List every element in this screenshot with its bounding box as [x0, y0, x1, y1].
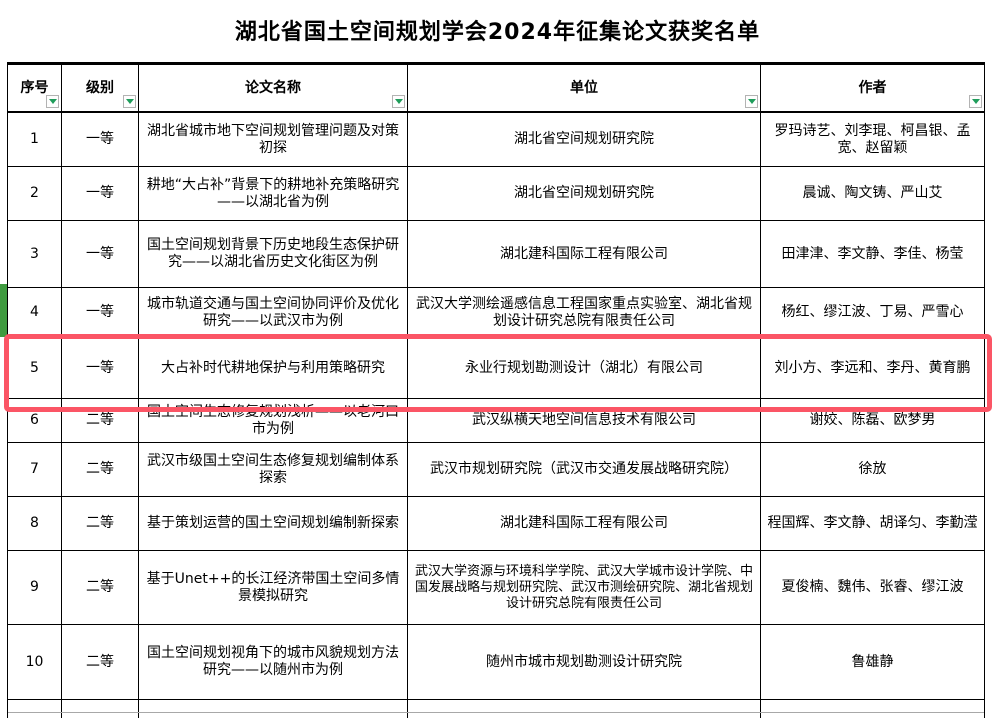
- cell-empty[interactable]: [139, 700, 408, 712]
- awards-table: 序号 级别 论文名称 单位 作者 1 一等 湖北省城: [7, 62, 985, 718]
- filter-dropdown-icon: [48, 99, 57, 104]
- filter-dropdown-icon: [747, 99, 756, 104]
- cell-unit[interactable]: 湖北建科国际工程有限公司: [408, 221, 761, 287]
- table-row: 6 二等 国土空间生态修复规划浅析——以老河口市为例 武汉纵横天地空间信息技术有…: [8, 399, 984, 443]
- cell-no[interactable]: 10: [8, 625, 62, 699]
- cell-empty[interactable]: [8, 713, 62, 718]
- page-title: 湖北省国土空间规划学会2024年征集论文获奖名单: [234, 20, 761, 45]
- cell-level[interactable]: 二等: [62, 497, 139, 550]
- header-row: 序号 级别 论文名称 单位 作者: [8, 65, 984, 113]
- filter-button-unit[interactable]: [745, 95, 758, 108]
- cell-level[interactable]: 二等: [62, 399, 139, 442]
- table-row-highlighted: 5 一等 大占补时代耕地保护与利用策略研究 永业行规划勘测设计（湖北）有限公司 …: [8, 338, 984, 399]
- filter-button-no[interactable]: [46, 95, 59, 108]
- filter-dropdown-icon: [394, 99, 403, 104]
- table-row: 1 一等 湖北省城市地下空间规划管理问题及对策初探 湖北省空间规划研究院 罗玛诗…: [8, 113, 984, 167]
- table-row: 9 二等 基于Unet++的长江经济带国土空间多情景模拟研究 武汉大学资源与环境…: [8, 551, 984, 625]
- cell-empty[interactable]: [62, 713, 139, 718]
- cell-authors[interactable]: 杨红、缪江波、丁易、严雪心: [781, 304, 964, 320]
- cell-authors[interactable]: 程国辉、李文静、胡译匀、李勤滢: [767, 515, 978, 531]
- filter-dropdown-icon: [971, 99, 980, 104]
- cell-level[interactable]: 二等: [62, 443, 139, 496]
- cell-level[interactable]: 二等: [62, 551, 139, 624]
- cell-unit[interactable]: 湖北省空间规划研究院: [408, 113, 761, 166]
- cell-authors[interactable]: 夏俊楠、魏伟、张睿、缪江波: [781, 579, 964, 595]
- cell-authors[interactable]: 刘小方、李远和、李丹、黄育鹏: [774, 359, 971, 376]
- cell-authors[interactable]: 徐放: [858, 461, 887, 477]
- cell-empty[interactable]: [761, 713, 984, 718]
- cell-level[interactable]: 一等: [62, 288, 139, 337]
- table-row: 8 二等 基于策划运营的国土空间规划编制新探索 湖北建科国际工程有限公司 程国辉…: [8, 497, 984, 551]
- cell-empty[interactable]: [408, 700, 761, 712]
- column-header-unit[interactable]: 单位: [408, 65, 761, 111]
- cell-level[interactable]: 一等: [62, 221, 139, 287]
- cell-unit[interactable]: 随州市城市规划勘测设计研究院: [408, 625, 761, 699]
- column-header-paper-title[interactable]: 论文名称: [139, 65, 408, 111]
- cell-level[interactable]: 一等: [62, 167, 139, 220]
- cell-no[interactable]: 8: [8, 497, 62, 550]
- cell-no[interactable]: 3: [8, 221, 62, 287]
- cell-no[interactable]: 4: [8, 288, 62, 337]
- filter-dropdown-icon: [125, 99, 134, 104]
- cell-paper-title[interactable]: 大占补时代耕地保护与利用策略研究: [139, 338, 408, 398]
- cell-unit[interactable]: 湖北省空间规划研究院: [408, 167, 761, 220]
- cell-unit[interactable]: 武汉市规划研究院（武汉市交通发展战略研究院）: [408, 443, 761, 496]
- cell-paper-title[interactable]: 基于策划运营的国土空间规划编制新探索: [139, 497, 408, 550]
- cell-unit[interactable]: 永业行规划勘测设计（湖北）有限公司: [408, 338, 761, 398]
- cell-empty[interactable]: [761, 700, 984, 712]
- column-header-label: 单位: [570, 79, 598, 96]
- column-header-label: 级别: [86, 79, 114, 96]
- cell-authors[interactable]: 鲁雄静: [851, 653, 894, 670]
- cell-paper-title[interactable]: 城市轨道交通与国土空间协同评价及优化研究——以武汉市为例: [139, 288, 408, 337]
- table-row: 7 二等 武汉市级国土空间生态修复规划编制体系探索 武汉市规划研究院（武汉市交通…: [8, 443, 984, 497]
- column-header-label: 序号: [20, 79, 49, 96]
- cell-empty[interactable]: [8, 700, 62, 712]
- table-row: 3 一等 国土空间规划背景下历史地段生态保护研究——以湖北省历史文化街区为例 湖…: [8, 221, 984, 288]
- table-row-empty: [8, 713, 984, 718]
- table-row: 2 一等 耕地“大占补”背景下的耕地补充策略研究——以湖北省为例 湖北省空间规划…: [8, 167, 984, 221]
- cell-no[interactable]: 6: [8, 399, 62, 442]
- table-row: 4 一等 城市轨道交通与国土空间协同评价及优化研究——以武汉市为例 武汉大学测绘…: [8, 288, 984, 338]
- cell-paper-title[interactable]: 国土空间规划视角下的城市风貌规划方法研究——以随州市为例: [139, 625, 408, 699]
- cell-paper-title[interactable]: 国土空间规划背景下历史地段生态保护研究——以湖北省历史文化街区为例: [139, 221, 408, 287]
- cell-paper-title[interactable]: 湖北省城市地下空间规划管理问题及对策初探: [139, 113, 408, 166]
- cell-unit[interactable]: 武汉大学测绘遥感信息工程国家重点实验室、湖北省规划设计研究总院有限责任公司: [408, 288, 761, 337]
- cell-no[interactable]: 2: [8, 167, 62, 220]
- cell-no[interactable]: 7: [8, 443, 62, 496]
- row-selection-indicator: [0, 284, 7, 337]
- cell-authors[interactable]: 罗玛诗艺、刘李琨、柯昌银、孟宽、赵留颖: [774, 122, 971, 156]
- cell-level[interactable]: 一等: [62, 113, 139, 166]
- cell-empty[interactable]: [62, 700, 139, 712]
- cell-level[interactable]: 一等: [62, 338, 139, 398]
- cell-no[interactable]: 1: [8, 113, 62, 166]
- cell-authors[interactable]: 田津津、李文静、李佳、杨莹: [781, 245, 964, 262]
- cell-authors[interactable]: 谢姣、陈磊、欧梦男: [809, 412, 936, 428]
- column-header-authors[interactable]: 作者: [761, 65, 984, 111]
- column-header-level[interactable]: 级别: [62, 65, 139, 111]
- cell-unit[interactable]: 武汉大学资源与环境科学学院、武汉大学城市设计学院、中国发展战略与规划研究院、武汉…: [408, 551, 761, 624]
- cell-paper-title[interactable]: 武汉市级国土空间生态修复规划编制体系探索: [139, 443, 408, 496]
- cell-no[interactable]: 9: [8, 551, 62, 624]
- cell-paper-title[interactable]: 耕地“大占补”背景下的耕地补充策略研究——以湖北省为例: [139, 167, 408, 220]
- table-row-empty: [8, 700, 984, 713]
- cell-empty[interactable]: [139, 713, 408, 718]
- column-header-label: 作者: [858, 79, 887, 96]
- table-row: 10 二等 国土空间规划视角下的城市风貌规划方法研究——以随州市为例 随州市城市…: [8, 625, 984, 700]
- filter-button-paper-title[interactable]: [392, 95, 405, 108]
- column-header-no[interactable]: 序号: [8, 65, 62, 111]
- cell-unit[interactable]: 湖北建科国际工程有限公司: [408, 497, 761, 550]
- cell-paper-title[interactable]: 基于Unet++的长江经济带国土空间多情景模拟研究: [139, 551, 408, 624]
- cell-level[interactable]: 二等: [62, 625, 139, 699]
- cell-paper-title[interactable]: 国土空间生态修复规划浅析——以老河口市为例: [139, 399, 408, 442]
- cell-authors[interactable]: 晨诚、陶文铸、严山艾: [802, 185, 943, 201]
- cell-unit[interactable]: 武汉纵横天地空间信息技术有限公司: [408, 399, 761, 442]
- cell-empty[interactable]: [408, 713, 761, 718]
- filter-button-level[interactable]: [123, 95, 136, 108]
- filter-button-authors[interactable]: [969, 95, 982, 108]
- column-header-label: 论文名称: [245, 79, 301, 96]
- cell-no[interactable]: 5: [8, 338, 62, 398]
